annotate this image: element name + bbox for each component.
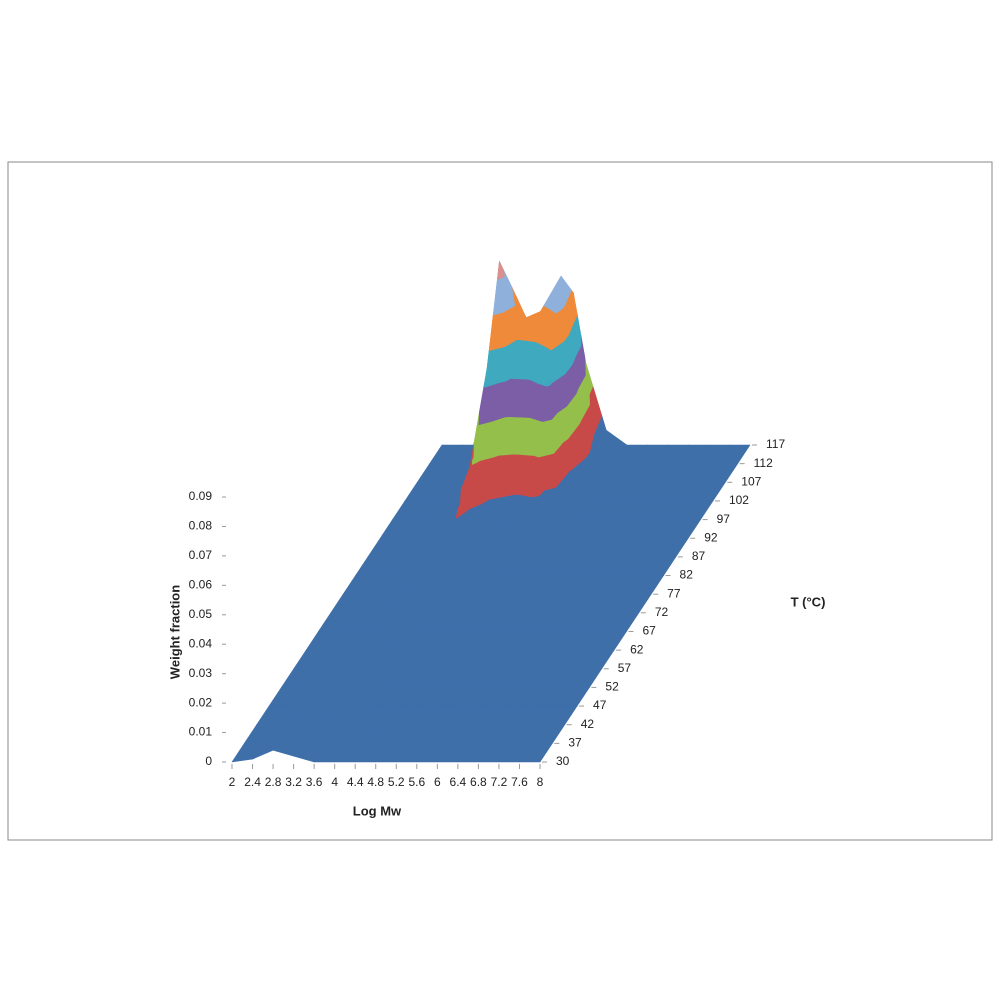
surface-patch [455,502,465,519]
x-tick-label: 3.6 [306,775,323,789]
y-tick-label: 52 [605,680,619,694]
y-tick-label: 102 [729,493,749,507]
surface-patch [519,743,541,763]
y-tick-label: 37 [568,736,582,750]
y-tick-label: 112 [754,456,773,470]
surface-patch [437,743,459,763]
surface-patch [313,743,335,763]
surface-patch [334,743,356,763]
surface-patch [507,378,529,399]
surface-patch [293,734,315,763]
surface-patch [416,743,438,763]
y-tick-label: 97 [717,512,731,526]
surface-patch [504,397,510,418]
surface-patch [272,731,294,757]
surface-patch [478,743,500,763]
surface-patch [531,478,540,498]
surface-patch [568,437,585,472]
x-tick-label: 4.4 [347,775,364,789]
z-tick-label: 0.01 [189,725,213,739]
surface-patch [516,320,523,341]
surface-patch [471,454,477,465]
z-tick-label: 0.08 [189,519,213,533]
y-tick-label: 72 [655,605,669,619]
x-tick-label: 6.8 [470,775,487,789]
y-tick-label: 87 [692,549,706,563]
x-tick-label: 7.2 [491,775,508,789]
z-tick-label: 0.04 [189,636,213,650]
y-tick-label: 62 [630,642,644,656]
surface-patch [497,261,501,280]
z-tick-label: 0.05 [189,607,213,621]
y-tick-label: 77 [667,586,681,600]
y-tick-label: 57 [618,661,632,675]
y-tick-label: 117 [766,437,785,451]
surface [231,261,751,763]
surface-patch [512,483,518,496]
z-tick-label: 0.02 [189,695,213,709]
surface-patch [354,743,377,763]
surface-patch [546,368,550,387]
surface-patch [555,275,563,314]
z-tick-label: 0.09 [189,489,213,503]
y-axis-title: T (°C) [791,594,826,609]
x-axis-title: Log Mw [353,803,402,818]
y-tick-label: 42 [581,717,595,731]
y-tick-label: 82 [680,568,694,582]
x-tick-label: 4 [331,775,338,789]
z-axis-title: Weight fraction [167,585,182,679]
x-tick-label: 5.6 [408,775,425,789]
y-tick-label: 67 [642,624,656,638]
x-tick-label: 2 [229,775,236,789]
surface-patch [395,743,418,763]
y-tick-label: 107 [741,474,761,488]
y-tick-label: 47 [593,698,607,712]
x-tick-label: 6.4 [450,775,467,789]
surface-patch [524,394,531,418]
z-tick-label: 0.06 [189,578,213,592]
surface-patch [375,743,397,763]
x-tick-label: 3.2 [285,775,302,789]
x-tick-label: 5.2 [388,775,405,789]
surface-patch [252,743,274,760]
z-tick-label: 0.07 [189,548,213,562]
x-tick-label: 7.6 [511,775,528,789]
surface-patch [535,311,546,347]
surface-patch [457,743,479,763]
surface-patch [488,478,499,500]
x-tick-label: 6 [434,775,441,789]
x-tick-label: 4.8 [367,775,384,789]
x-tick-label: 2.4 [244,775,261,789]
surface-patch [484,368,489,388]
z-tick-label: 0 [205,754,212,768]
y-tick-label: 92 [704,530,718,544]
surface-patch [498,743,520,763]
surface-patch [507,394,529,418]
x-tick-label: 8 [537,775,544,789]
y-tick-label: 30 [556,754,570,768]
x-tick-label: 2.8 [265,775,282,789]
surface-patch [231,743,253,763]
z-tick-label: 0.03 [189,666,213,680]
